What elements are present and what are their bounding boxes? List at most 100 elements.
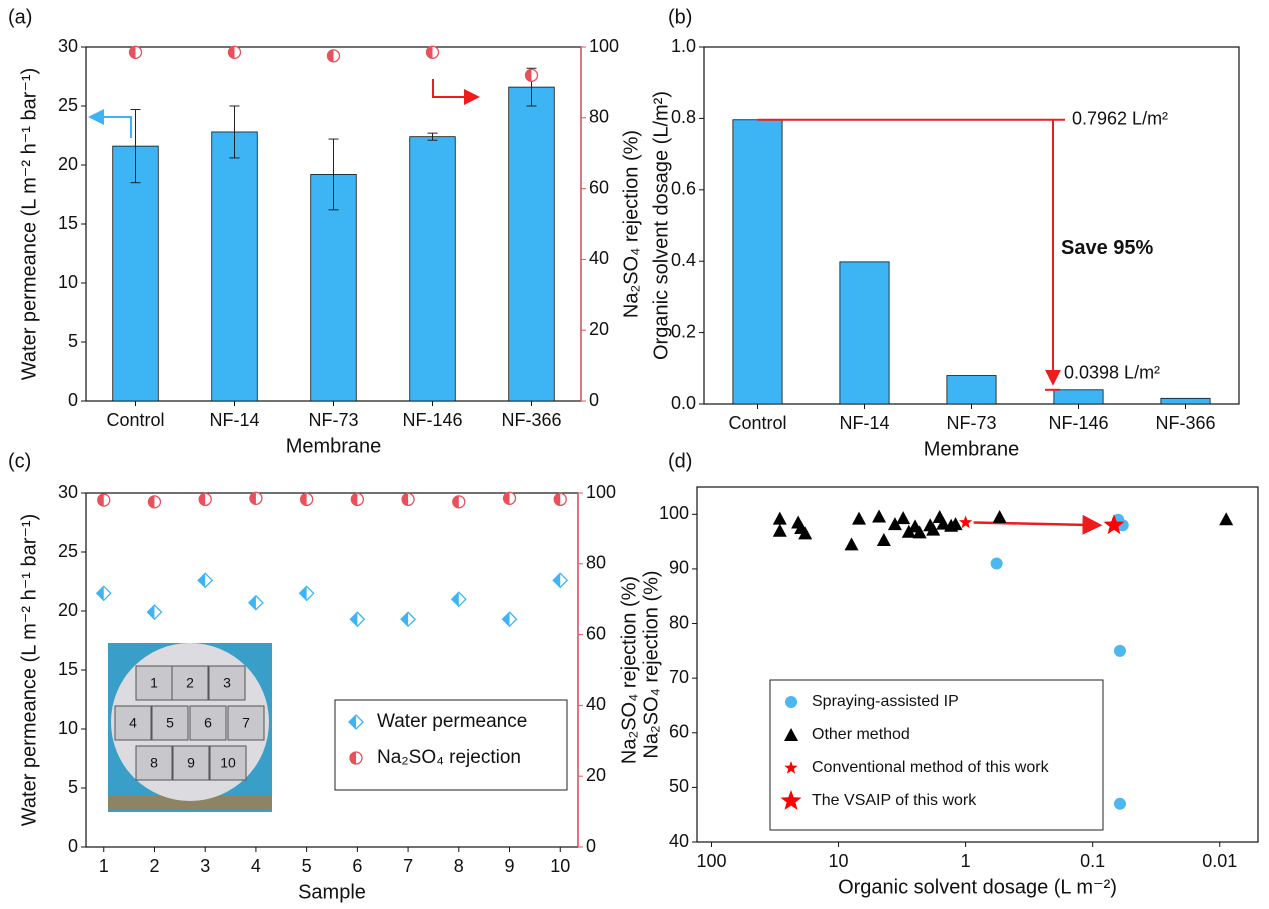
x-tick-label: 1 [961, 851, 971, 871]
axis-arrow [432, 79, 480, 105]
point [401, 492, 415, 507]
y-tick-label: 40 [669, 831, 689, 851]
point [197, 572, 214, 589]
annotation: 0.0398 L/m² [1064, 363, 1160, 383]
plot-frame [696, 486, 1259, 843]
marker-triangle [852, 511, 867, 525]
y-tick-label: 0.6 [671, 179, 696, 199]
point [553, 492, 567, 507]
marker-star [780, 790, 802, 810]
x-axis-label: Sample [298, 881, 366, 903]
point [452, 495, 466, 509]
marker-dot [785, 696, 797, 708]
annotation: Save 95% [1061, 237, 1154, 259]
y-tick-label: 15 [58, 659, 78, 679]
marker-fill [349, 715, 356, 729]
panel-label: (d) [668, 450, 692, 472]
marker-fill [402, 493, 409, 506]
point [1113, 797, 1126, 810]
marker-dot [990, 557, 1003, 570]
point [948, 517, 963, 531]
point [198, 492, 212, 507]
y-tick-label: 30 [58, 482, 78, 502]
point [249, 491, 263, 505]
y-tick-label: 5 [68, 331, 78, 351]
bar [732, 119, 783, 405]
legend-box [334, 699, 568, 791]
point [450, 591, 467, 608]
point [772, 523, 787, 537]
marker-triangle [936, 516, 951, 530]
y2-tick-label: 100 [586, 482, 616, 502]
photo-cell-label: 10 [220, 755, 236, 771]
y-tick-label: 10 [58, 272, 78, 292]
x-tick-label: NF-73 [946, 413, 996, 433]
legend-label: The VSAIP of this work [812, 792, 977, 809]
y-axis-label: Organic solvent dosage (L/m²) [650, 91, 672, 360]
marker-fill [97, 494, 104, 507]
y2-axis-label: Na₂SO₄ rejection (%) [620, 130, 642, 318]
x-tick-label: Control [106, 410, 164, 430]
marker-dot [1113, 797, 1126, 810]
legend-label: Spraying-assisted IP [812, 693, 959, 710]
y2-tick-label: 20 [589, 319, 609, 339]
marker-fill [554, 493, 561, 506]
point [887, 517, 902, 531]
marker-fill [502, 612, 510, 627]
photo-cell-label: 5 [166, 715, 174, 731]
point [896, 511, 911, 525]
legend: Spraying-assisted IP Other method Conventi… [769, 679, 1104, 831]
photo-cell-label: 2 [186, 675, 194, 691]
legend-box [769, 679, 1104, 831]
y-tick-label: 20 [58, 154, 78, 174]
x-tick-label: NF-14 [209, 410, 259, 430]
annotation-arrow [973, 514, 1103, 535]
marker-fill [299, 586, 307, 601]
y2-tick-label: 0 [589, 390, 599, 410]
x-tick-label: 5 [302, 856, 312, 876]
photo-cell [189, 705, 227, 741]
x-tick-label: 7 [403, 856, 413, 876]
photo-cell-label: 1 [150, 675, 158, 691]
x-tick-label: NF-366 [1155, 413, 1215, 433]
y-tick-label: 0.2 [671, 321, 696, 341]
marker-fill [452, 495, 459, 508]
legend-label: Conventional method of this work [812, 759, 1050, 776]
y2-tick-label: 80 [586, 553, 606, 573]
legend-label: Water permeance [377, 711, 527, 732]
point [128, 45, 143, 59]
point [798, 526, 813, 540]
point [912, 525, 927, 539]
marker-fill [148, 495, 155, 508]
marker-fill [147, 605, 155, 620]
point [146, 604, 163, 621]
marker-triangle [772, 523, 787, 537]
marker-star [959, 515, 973, 529]
y-tick-label: 70 [669, 667, 689, 687]
panel-label: (b) [668, 6, 692, 28]
point [298, 585, 315, 602]
marker-fill [451, 592, 459, 607]
point [876, 532, 891, 546]
x-tick-label: Control [728, 413, 786, 433]
y-tick-label: 60 [669, 722, 689, 742]
marker-star [784, 761, 798, 774]
y-tick-label: 0.0 [671, 393, 696, 413]
photo-cell [135, 745, 173, 781]
point [350, 492, 365, 507]
error-bar [328, 138, 339, 211]
y-tick-label: 0 [68, 836, 78, 856]
legend-label: Other method [812, 726, 910, 743]
point [247, 594, 264, 611]
marker-triangle [887, 517, 902, 531]
marker-triangle [844, 537, 859, 551]
error-bar [427, 132, 438, 141]
bar [310, 174, 357, 402]
bar [1160, 397, 1211, 405]
marker-fill [351, 493, 358, 506]
point [502, 491, 517, 505]
bar [508, 86, 555, 402]
point [844, 537, 859, 551]
x-axis-label: Membrane [924, 438, 1020, 460]
